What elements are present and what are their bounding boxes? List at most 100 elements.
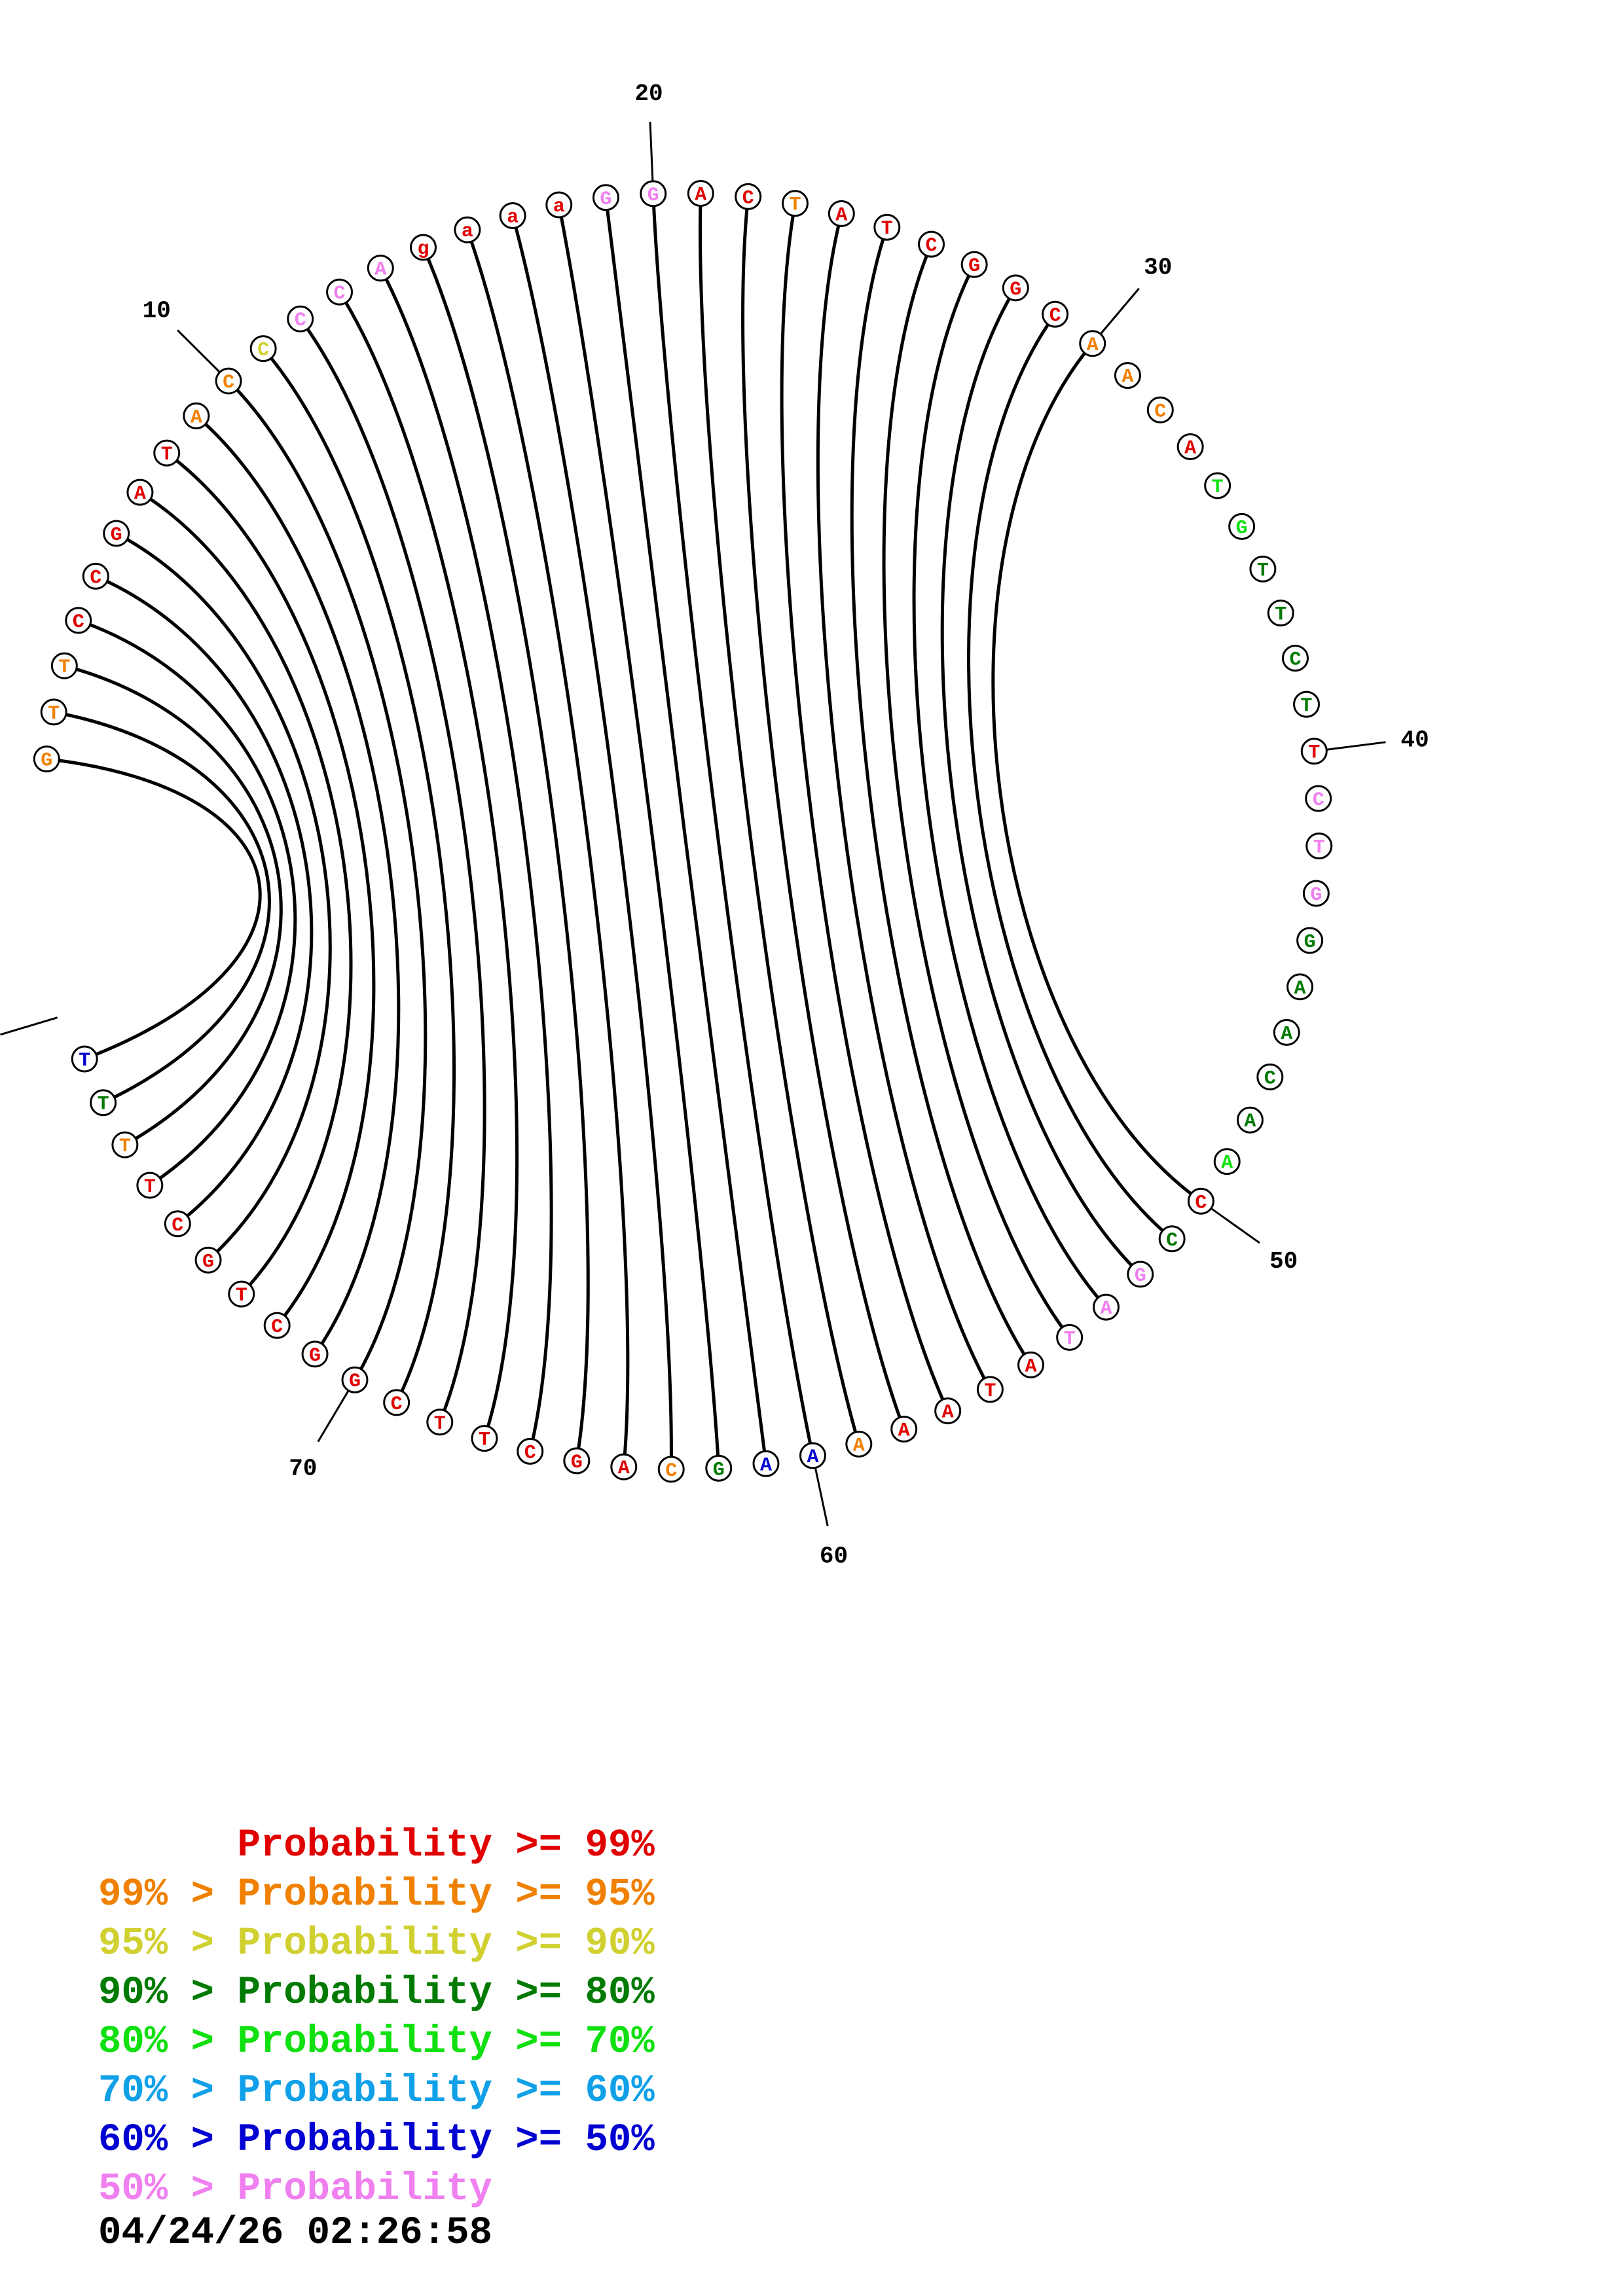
base-letter: G [111, 524, 122, 547]
legend-entry: 90% > Probability >= 80% [98, 1971, 655, 2015]
base-circle [228, 1280, 255, 1308]
pair-arc [46, 757, 262, 1061]
base-circle [1256, 1063, 1284, 1090]
base-circle [960, 251, 988, 278]
base-letter: C [1313, 789, 1324, 812]
pair-arc [465, 229, 630, 1467]
base-circle [705, 1454, 733, 1482]
legend-entry: 95% > Probability >= 90% [98, 1922, 655, 1965]
base-circle [1146, 396, 1174, 423]
pair-arc [378, 267, 553, 1452]
base-letter: A [942, 1402, 954, 1424]
base-circle [499, 202, 526, 229]
base-circle [890, 1416, 918, 1443]
base-circle [367, 255, 394, 282]
position-label: 30 [1144, 254, 1172, 281]
base-letter: T [1212, 476, 1224, 499]
base-circle [934, 1397, 962, 1425]
base-letter: A [1122, 367, 1133, 389]
base-circle [194, 1246, 222, 1274]
base-letter: C [1166, 1230, 1178, 1252]
base-circle [287, 305, 314, 332]
base-circle [33, 745, 60, 773]
base-circle [1002, 274, 1029, 302]
position-tick [1326, 741, 1386, 751]
base-letter: T [1308, 742, 1320, 764]
base-letter: T [479, 1429, 490, 1452]
base-circle [657, 1456, 685, 1483]
base-letter: T [434, 1413, 446, 1435]
base-circle [71, 1045, 98, 1073]
base-circle [610, 1453, 638, 1480]
position-tick [649, 121, 654, 181]
base-circle [90, 1089, 117, 1117]
base-circle [735, 183, 762, 210]
base-letter: T [984, 1380, 996, 1403]
base-letter: T [119, 1136, 131, 1158]
base-circle [1302, 880, 1330, 907]
position-tick [177, 329, 221, 373]
base-letter: A [1281, 1023, 1292, 1045]
legend-entry: 99% > Probability >= 95% [98, 1873, 655, 1916]
base-circle [1093, 1293, 1120, 1321]
pair-arc [511, 215, 673, 1469]
base-circle [1213, 1148, 1241, 1175]
base-letter: G [202, 1251, 214, 1273]
base-circle [1293, 691, 1321, 718]
legend-entry: 50% > Probability [98, 2167, 492, 2211]
base-letter: G [647, 185, 659, 207]
base-letter: A [1294, 978, 1306, 1000]
base-circle [263, 1312, 291, 1339]
base-circle [1249, 555, 1277, 583]
base-circle [1236, 1106, 1264, 1134]
base-letter: C [172, 1215, 183, 1237]
pair-arc [299, 317, 486, 1423]
base-letter: C [1195, 1192, 1207, 1214]
base-letter: T [1257, 560, 1269, 582]
base-circle [341, 1366, 369, 1393]
pair-arc [227, 380, 428, 1381]
base-letter: G [1010, 279, 1021, 301]
base-circle [1158, 1225, 1186, 1253]
pair-arc [422, 246, 590, 1462]
pair-arc [77, 619, 297, 1187]
base-circle [1305, 833, 1333, 860]
base-circle [65, 607, 92, 634]
base-circle [828, 200, 855, 227]
pair-arc [262, 347, 456, 1404]
position-label: 40 [1400, 726, 1429, 753]
pair-arc [139, 490, 353, 1295]
base-letter: A [835, 204, 847, 226]
base-circle [1296, 927, 1324, 954]
position-tick [317, 1390, 350, 1443]
base-circle [126, 478, 154, 506]
base-circle [1187, 1187, 1214, 1215]
base-letter: G [713, 1459, 725, 1481]
pair-arc [64, 664, 283, 1147]
base-letter: T [1064, 1328, 1076, 1350]
base-circle [136, 1172, 164, 1199]
base-circle [781, 190, 809, 217]
base-letter: G [600, 188, 611, 211]
pair-arc [991, 342, 1202, 1203]
base-letter: C [90, 567, 101, 589]
base-circle [471, 1425, 498, 1452]
base-letter: C [271, 1316, 283, 1338]
base-circle [918, 230, 945, 258]
base-circle [383, 1389, 410, 1416]
base-circle [40, 698, 67, 726]
base-letter: A [191, 406, 202, 429]
base-circle [1079, 330, 1106, 357]
legend-entry: 80% > Probability >= 70% [98, 2020, 655, 2064]
base-letter: T [1313, 837, 1325, 859]
base-circle [183, 402, 210, 429]
base-circle [301, 1340, 329, 1368]
base-circle [1281, 645, 1309, 672]
base-circle [799, 1442, 826, 1469]
base-letter: A [853, 1435, 865, 1457]
base-letter: A [1184, 438, 1196, 460]
base-circle [215, 367, 242, 395]
legend-entry: Probability >= 99% [237, 1823, 655, 1867]
base-circle [164, 1210, 191, 1238]
